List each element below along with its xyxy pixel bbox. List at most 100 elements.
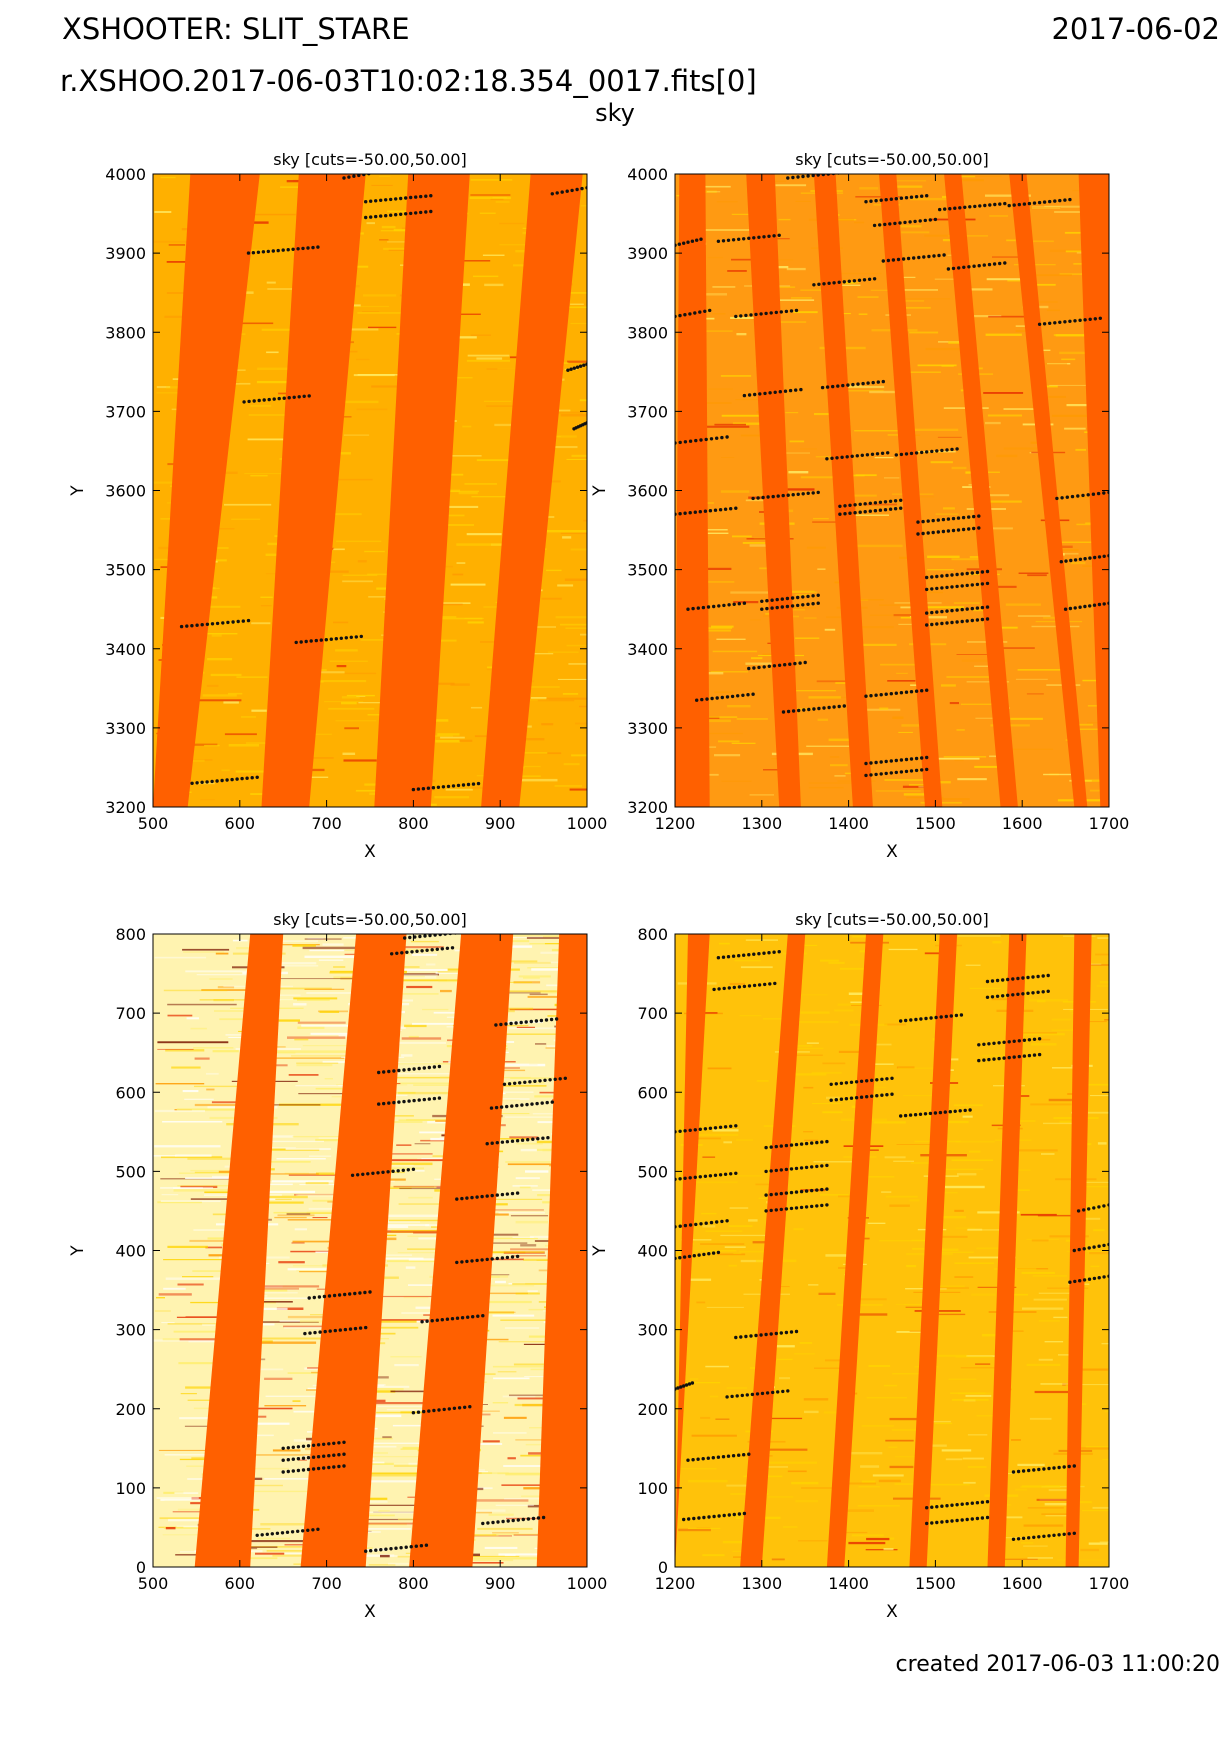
sky-line-2 <box>716 233 781 243</box>
y-tick-label: 400 <box>637 1242 668 1261</box>
sky-line-22 <box>838 506 903 516</box>
sky-line-4 <box>864 194 929 204</box>
sky-line-14 <box>764 1187 829 1197</box>
y-tick-label: 700 <box>637 1004 668 1023</box>
x-tick-label: 1000 <box>567 1574 608 1593</box>
panel-title: sky [cuts=-50.00,50.00] <box>795 150 989 169</box>
sky-line-27 <box>925 1500 990 1510</box>
order-band-1 <box>194 934 284 1567</box>
sky-line-5 <box>242 394 311 404</box>
sky-line-33 <box>925 617 990 627</box>
sky-line-11 <box>566 362 587 372</box>
y-tick-label: 4000 <box>105 165 146 184</box>
y-tick-label: 3600 <box>627 482 668 501</box>
sky-line-7 <box>977 1052 1042 1063</box>
x-tick-label: 700 <box>311 1574 342 1593</box>
x-tick-label: 1400 <box>828 1574 869 1593</box>
sky-line-1 <box>675 237 703 247</box>
y-tick-label: 300 <box>637 1321 668 1340</box>
y-tick-label: 400 <box>115 1242 146 1261</box>
heatmap-image <box>675 934 1109 1567</box>
x-tick-label: 1200 <box>655 1574 696 1593</box>
order-band-4 <box>909 934 958 1567</box>
order-band-4 <box>879 174 943 807</box>
sky-line-24 <box>725 1389 790 1399</box>
sky-line-21 <box>364 1543 429 1553</box>
x-tick-label: 600 <box>225 814 256 833</box>
sky-line-5 <box>872 217 938 228</box>
y-tick-label: 700 <box>115 1004 146 1023</box>
x-axis-label: X <box>364 842 376 862</box>
sky-line-8 <box>946 261 1007 271</box>
panel-title: sky [cuts=-50.00,50.00] <box>273 910 467 929</box>
sky-line-18 <box>281 1464 346 1474</box>
sky-line-1 <box>716 950 781 960</box>
sky-line-6 <box>938 201 1007 212</box>
sky-line-11 <box>675 1124 738 1134</box>
x-tick-label: 1300 <box>741 1574 782 1593</box>
sky-line-12 <box>572 421 587 431</box>
sky-line-14 <box>303 1325 368 1336</box>
sky-line-13 <box>764 1163 829 1174</box>
sky-line-23 <box>916 514 981 524</box>
x-tick-label: 1400 <box>828 814 869 833</box>
sky-line-18 <box>675 1250 721 1261</box>
x-axis-label: X <box>886 842 898 862</box>
sky-line-14 <box>820 379 885 390</box>
instrument-title: XSHOOTER: SLIT_STARE <box>62 12 410 46</box>
sky-line-21 <box>838 498 903 508</box>
sky-line-15 <box>411 1405 472 1415</box>
sky-line-32 <box>925 605 990 615</box>
y-tick-label: 3900 <box>627 244 668 263</box>
order-band-2 <box>261 174 366 807</box>
y-tick-label: 100 <box>637 1479 668 1498</box>
sky-line-7 <box>364 209 433 220</box>
y-tick-label: 3500 <box>105 561 146 580</box>
sky-line-4 <box>985 989 1050 999</box>
x-tick-label: 1500 <box>915 1574 956 1593</box>
created-timestamp: created 2017-06-03 11:00:20 <box>895 1652 1220 1677</box>
sky-line-3 <box>494 1017 559 1027</box>
order-band-5 <box>944 174 1018 807</box>
x-tick-label: 900 <box>485 1574 516 1593</box>
sky-line-6 <box>246 245 320 255</box>
x-axis-label: X <box>886 1602 898 1622</box>
y-tick-label: 3500 <box>627 561 668 580</box>
heatmap-image <box>153 934 587 1567</box>
x-tick-label: 500 <box>138 814 169 833</box>
sky-line-6 <box>377 1096 442 1106</box>
y-tick-label: 4000 <box>627 165 668 184</box>
y-tick-label: 0 <box>136 1558 146 1577</box>
sky-line-13 <box>1037 316 1103 326</box>
sky-line-10 <box>899 1108 972 1118</box>
sky-line-28 <box>925 1515 990 1526</box>
sky-line-4 <box>411 781 481 792</box>
sky-line-15 <box>742 387 803 398</box>
y-tick-label: 200 <box>637 1400 668 1419</box>
panel-3: 500 600 700 800 900 1000 0 100 200 300 400 500 600 70… <box>68 910 608 1622</box>
sky-line-25 <box>1055 490 1109 501</box>
x-tick-label: 1500 <box>915 814 956 833</box>
sky-line-20 <box>675 506 738 516</box>
y-tick-label: 3200 <box>105 798 146 817</box>
sky-line-2 <box>712 981 777 992</box>
sky-line-29 <box>686 601 747 611</box>
sky-line-8 <box>829 1076 894 1087</box>
y-axis-label: Y <box>590 485 610 497</box>
order-band-1 <box>675 934 710 1567</box>
sky-line-26 <box>1011 1464 1077 1474</box>
sky-line-5 <box>899 1013 964 1023</box>
x-tick-label: 800 <box>398 1574 429 1593</box>
y-axis-label: Y <box>68 485 88 497</box>
y-tick-label: 800 <box>637 925 668 944</box>
sky-line-20 <box>255 1527 320 1538</box>
sky-line-4 <box>377 1064 442 1075</box>
order-band-7 <box>1078 174 1109 807</box>
y-tick-label: 3300 <box>627 719 668 738</box>
sky-line-30 <box>1011 1531 1077 1542</box>
sky-line-37 <box>781 704 846 714</box>
sky-line-12 <box>764 1139 829 1150</box>
heatmap-image <box>153 174 587 807</box>
sky-line-16 <box>675 435 729 445</box>
figure-subtitle: sky <box>595 99 635 127</box>
